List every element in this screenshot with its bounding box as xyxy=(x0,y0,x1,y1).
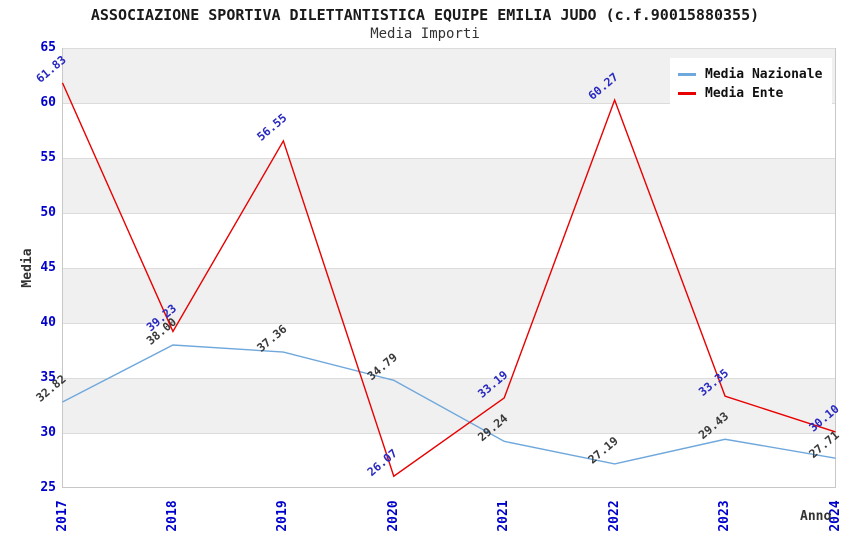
series-line-media-ente xyxy=(61,82,836,478)
x-tick-label: 2022 xyxy=(606,500,622,532)
x-tick-label: 2019 xyxy=(275,500,291,532)
legend-item-media-ente[interactable]: Media Ente xyxy=(678,86,822,101)
x-tick-label: 2017 xyxy=(54,500,70,532)
series-line-media-nazionale xyxy=(62,344,836,465)
plot-band xyxy=(62,433,836,488)
legend-item-media-nazionale[interactable]: Media Nazionale xyxy=(678,67,822,82)
y-tick-label: 40 xyxy=(40,315,56,330)
line-swatch-icon xyxy=(678,92,696,95)
y-tick-label: 30 xyxy=(40,425,56,440)
y-tick-label: 65 xyxy=(40,40,56,55)
plot-band xyxy=(62,323,836,378)
plot-band xyxy=(62,103,836,158)
y-tick-label: 60 xyxy=(40,95,56,110)
y-axis-title: Media xyxy=(20,248,35,288)
legend: Media Nazionale Media Ente xyxy=(670,58,833,111)
chart-subtitle: Media Importi xyxy=(370,26,480,42)
y-tick-label: 55 xyxy=(40,150,56,165)
legend-label: Media Ente xyxy=(705,86,784,101)
y-tick-label: 25 xyxy=(40,480,56,495)
x-tick-label: 2018 xyxy=(164,500,180,532)
x-tick-label: 2020 xyxy=(385,500,401,532)
line-swatch-icon xyxy=(678,73,696,76)
x-tick-label: 2023 xyxy=(717,500,733,532)
chart-title: ASSOCIAZIONE SPORTIVA DILETTANTISTICA EQ… xyxy=(90,6,760,24)
x-tick-label: 2021 xyxy=(496,500,512,532)
y-tick-label: 35 xyxy=(40,370,56,385)
plot-band xyxy=(62,268,836,323)
x-axis-title: Anno xyxy=(800,509,832,524)
legend-label: Media Nazionale xyxy=(705,67,823,82)
y-tick-label: 50 xyxy=(40,205,56,220)
plot-band xyxy=(62,158,836,213)
plot-band xyxy=(62,378,836,433)
y-tick-label: 45 xyxy=(40,260,56,275)
plot-band xyxy=(62,213,836,268)
